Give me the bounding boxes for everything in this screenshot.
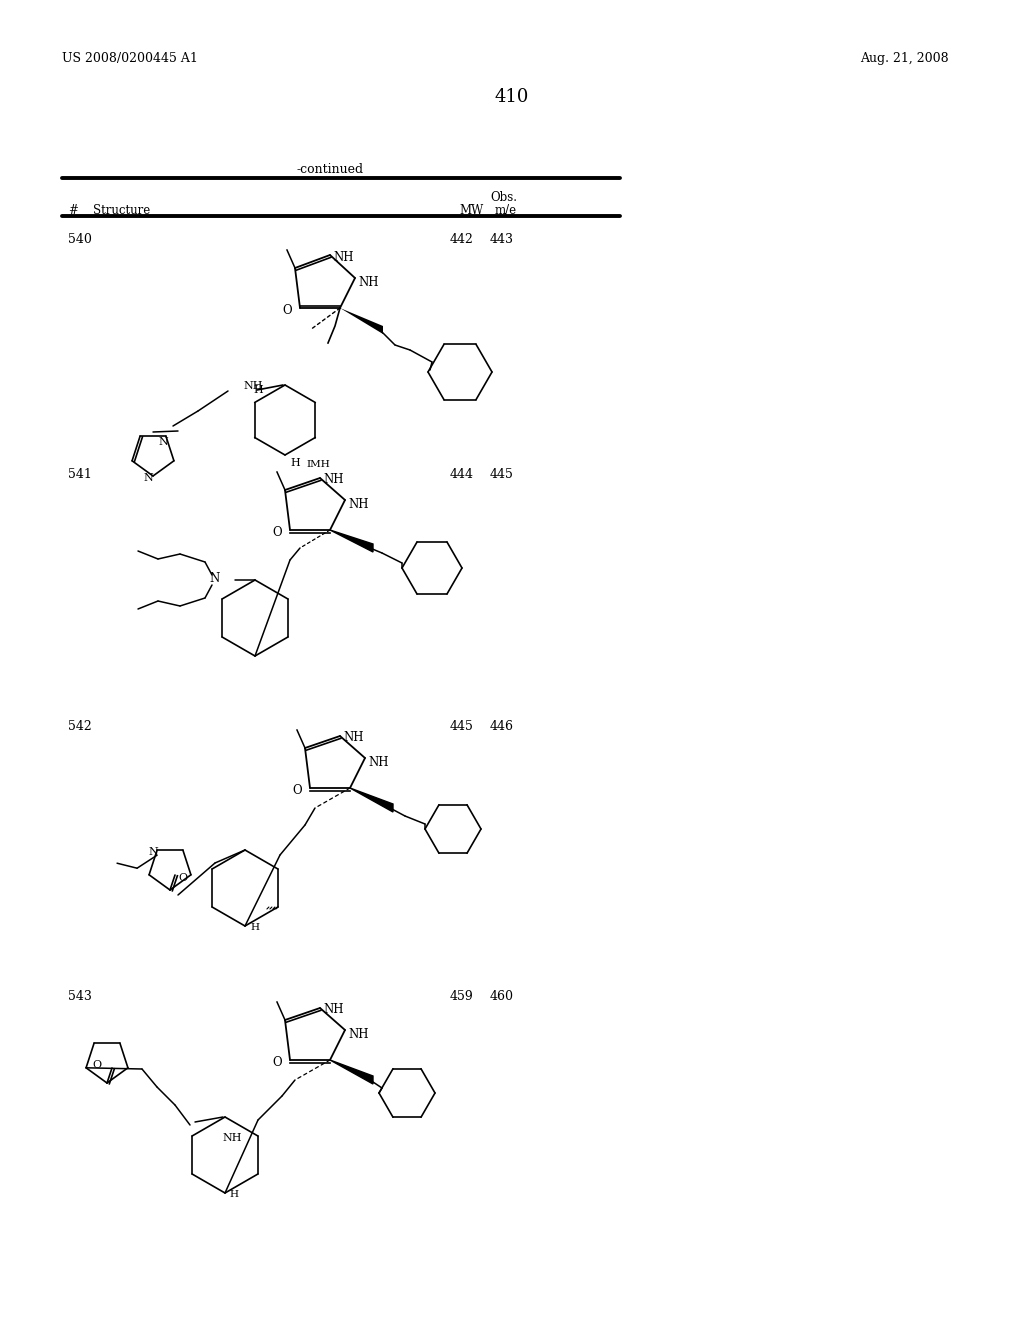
Text: 445: 445 [450, 719, 474, 733]
Text: O: O [92, 1060, 101, 1071]
Text: 443: 443 [490, 234, 514, 246]
Polygon shape [330, 531, 373, 552]
Polygon shape [350, 788, 393, 812]
Text: N: N [158, 437, 168, 447]
Text: MW: MW [459, 205, 483, 216]
Text: NH: NH [323, 1003, 343, 1016]
Text: N: N [210, 572, 220, 585]
Text: NH: NH [368, 756, 388, 770]
Text: IMH: IMH [306, 459, 330, 469]
Text: US 2008/0200445 A1: US 2008/0200445 A1 [62, 51, 198, 65]
Text: 446: 446 [490, 719, 514, 733]
Text: NH: NH [348, 1028, 369, 1041]
Text: -continued: -continued [296, 162, 364, 176]
Polygon shape [330, 1060, 373, 1084]
Text: O: O [272, 525, 282, 539]
Text: 541: 541 [68, 469, 92, 480]
Text: NH: NH [348, 498, 369, 511]
Text: Aug. 21, 2008: Aug. 21, 2008 [860, 51, 948, 65]
Text: 445: 445 [490, 469, 514, 480]
Polygon shape [340, 308, 383, 334]
Text: H: H [290, 458, 300, 469]
Text: Structure: Structure [93, 205, 151, 216]
Text: O: O [292, 784, 302, 797]
Text: 542: 542 [68, 719, 92, 733]
Text: 444: 444 [450, 469, 474, 480]
Text: O: O [282, 304, 292, 317]
Text: O: O [178, 873, 187, 883]
Text: NH: NH [333, 251, 353, 264]
Text: N: N [148, 847, 158, 857]
Text: #: # [68, 205, 78, 216]
Text: 460: 460 [490, 990, 514, 1003]
Text: m/e: m/e [495, 205, 517, 216]
Text: NH: NH [358, 276, 379, 289]
Text: H: H [229, 1191, 238, 1199]
Text: NH: NH [323, 473, 343, 486]
Text: NH: NH [243, 381, 262, 391]
Text: 540: 540 [68, 234, 92, 246]
Text: 410: 410 [495, 88, 529, 106]
Text: O: O [272, 1056, 282, 1069]
Text: N: N [143, 473, 153, 483]
Text: H: H [253, 385, 263, 395]
Text: NH: NH [343, 731, 364, 744]
Text: NH: NH [223, 1133, 243, 1143]
Text: 459: 459 [450, 990, 474, 1003]
Text: 543: 543 [68, 990, 92, 1003]
Text: H: H [250, 923, 259, 932]
Text: Obs.: Obs. [490, 191, 517, 205]
Text: 442: 442 [450, 234, 474, 246]
